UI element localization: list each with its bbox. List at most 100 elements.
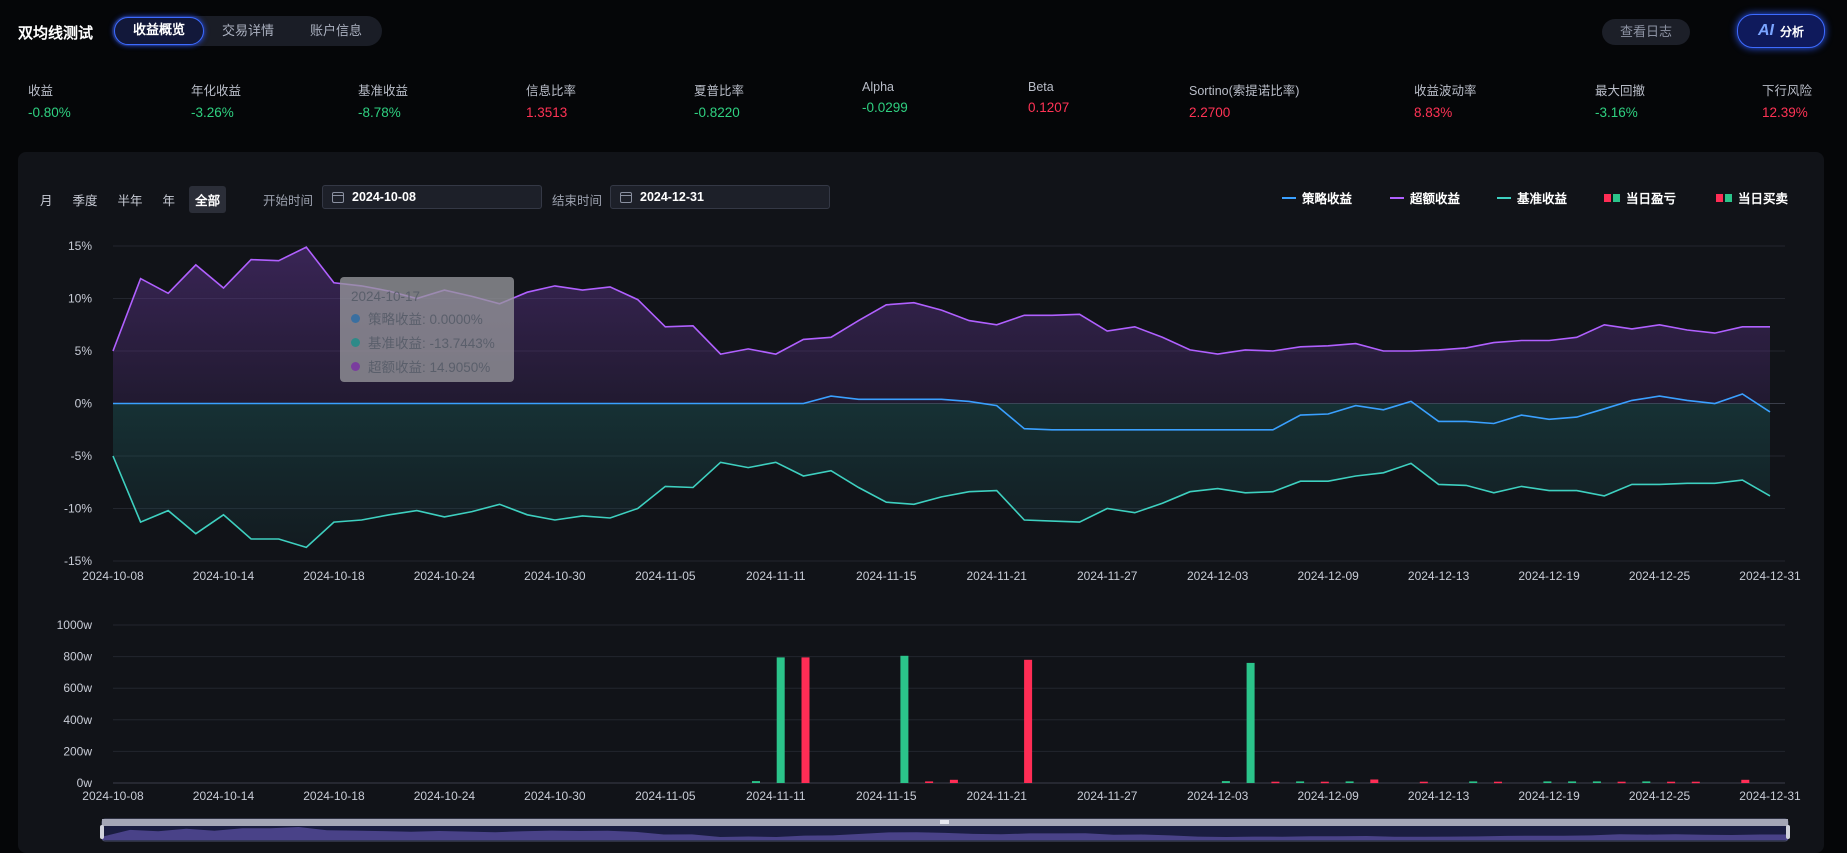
bar-chart-x-ticks: 2024-10-08 2024-10-14 2024-10-18 2024-10-24…: [82, 789, 1801, 803]
start-date-input[interactable]: 2024-10-08: [322, 185, 542, 209]
legend-excess-return[interactable]: 超额收益: [1390, 188, 1460, 207]
metric-value: -0.80%: [28, 105, 71, 120]
metric-value: 12.39%: [1762, 105, 1808, 120]
bar: [1667, 781, 1676, 784]
x-tick-label: 2024-12-13: [1408, 789, 1470, 803]
calendar-icon: [332, 191, 344, 203]
metric-benchmark-return: 基准收益 -8.78%: [358, 80, 408, 120]
x-tick-label: 2024-10-08: [82, 569, 144, 583]
zoom-slider[interactable]: [100, 818, 1790, 842]
metric-label: 夏普比率: [694, 84, 745, 98]
y-tick-label: 0%: [75, 397, 93, 411]
x-tick-label: 2024-12-13: [1408, 569, 1470, 583]
metric-sortino-ratio: Sortino(索提诺比率) 2.2700: [1189, 80, 1299, 120]
bar-chart-grid: [113, 624, 1785, 784]
period-year[interactable]: 年: [162, 194, 176, 208]
metric-beta: Beta 0.1207: [1028, 80, 1069, 115]
period-month[interactable]: 月: [40, 194, 53, 208]
metric-return: 收益 -0.80%: [28, 80, 71, 120]
bar: [1320, 781, 1329, 784]
metric-value: 8.83%: [1414, 105, 1453, 120]
x-tick-label: 2024-11-15: [856, 569, 917, 583]
top-bar: 双均线测试 收益概览 交易详情 账户信息 查看日志 AI 分析: [0, 0, 1847, 60]
tooltip-row: 基准收益: -13.7443%: [351, 332, 514, 352]
x-tick-label: 2024-11-11: [746, 789, 806, 803]
metric-downside-risk: 下行风险 12.39%: [1762, 80, 1812, 120]
metric-value: 2.2700: [1189, 105, 1231, 120]
app-title: 双均线测试: [18, 25, 94, 42]
bar: [900, 655, 909, 783]
zoom-slider-right-handle[interactable]: [1786, 825, 1790, 839]
legend-daily-pnl[interactable]: 当日盈亏: [1604, 188, 1676, 207]
metric-value: 0.1207: [1028, 100, 1070, 115]
bar: [1296, 781, 1305, 783]
metric-value: -0.0299: [862, 100, 908, 115]
x-tick-label: 2024-12-03: [1187, 789, 1249, 803]
period-all[interactable]: 全部: [189, 186, 227, 213]
zoom-slider-left-handle[interactable]: [100, 825, 104, 839]
tooltip-text: 策略收益: 0.0000%: [368, 312, 483, 327]
legend-square-red: [1716, 193, 1723, 202]
x-tick-label: 2024-10-24: [414, 569, 476, 583]
bar: [1246, 662, 1255, 783]
metric-volatility: 收益波动率 8.83%: [1414, 80, 1477, 120]
x-tick-label: 2024-10-30: [524, 569, 586, 583]
legend-label: 当日买卖: [1738, 192, 1789, 206]
tooltip-row: 策略收益: 0.0000%: [351, 308, 514, 328]
start-date-label: 开始时间: [263, 194, 314, 208]
series-area: [113, 403, 1770, 548]
x-tick-label: 2024-10-18: [303, 789, 365, 803]
y-tick-label: 10%: [68, 292, 92, 306]
metric-label: 最大回撤: [1595, 84, 1646, 98]
view-log-button[interactable]: 查看日志: [1602, 19, 1690, 45]
legend-daily-trades[interactable]: 当日买卖: [1716, 188, 1788, 207]
ai-analysis-button[interactable]: AI 分析: [1737, 14, 1825, 48]
x-tick-label: 2024-12-19: [1518, 789, 1580, 803]
bar: [752, 781, 760, 783]
metric-max-drawdown: 最大回撤 -3.16%: [1595, 80, 1645, 120]
x-tick-label: 2024-12-25: [1629, 789, 1691, 803]
bar: [1494, 781, 1502, 784]
x-tick-label: 2024-11-21: [966, 789, 1027, 803]
legend-line-swatch: [1282, 196, 1296, 199]
tab-overview[interactable]: 收益概览: [114, 17, 205, 45]
period-half-year[interactable]: 半年: [117, 194, 143, 208]
bar: [1617, 781, 1626, 784]
bar: [1741, 779, 1750, 783]
x-tick-label: 2024-12-19: [1518, 569, 1580, 583]
bar: [1024, 659, 1033, 783]
metric-label: 信息比率: [526, 84, 577, 98]
y-tick-label: 15%: [68, 239, 92, 253]
x-tick-label: 2024-11-21: [966, 569, 1027, 583]
y-tick-label: 600w: [63, 681, 92, 695]
bar: [801, 657, 810, 783]
zoom-slider-grip-icon[interactable]: [940, 820, 949, 824]
bar: [1691, 781, 1700, 784]
legend-square-green: [1725, 193, 1732, 202]
end-date-input[interactable]: 2024-12-31: [610, 185, 830, 209]
y-tick-label: 200w: [63, 744, 92, 758]
y-tick-label: 1000w: [57, 618, 93, 632]
tab-account-info[interactable]: 账户信息: [310, 23, 363, 38]
x-tick-label: 2024-11-15: [856, 789, 917, 803]
tab-trade-details[interactable]: 交易详情: [222, 23, 275, 38]
legend-benchmark-return[interactable]: 基准收益: [1497, 188, 1567, 207]
metric-value: -8.78%: [358, 105, 401, 120]
bar: [1345, 781, 1354, 783]
period-quarter[interactable]: 季度: [72, 194, 98, 208]
bar: [1592, 781, 1601, 783]
x-tick-label: 2024-10-24: [414, 789, 476, 803]
metric-value: -3.16%: [1595, 105, 1638, 120]
x-tick-label: 2024-12-31: [1739, 569, 1801, 583]
legend-strategy-return[interactable]: 策略收益: [1282, 188, 1352, 207]
x-tick-label: 2024-12-03: [1187, 569, 1249, 583]
bar: [1568, 781, 1577, 783]
line-chart-x-ticks: 2024-10-08 2024-10-14 2024-10-18 2024-10-24…: [82, 569, 1801, 583]
x-tick-label: 2024-10-30: [524, 789, 586, 803]
zoom-slider-preview: [102, 827, 1788, 840]
ai-analysis-label: 分析: [1779, 24, 1804, 39]
tooltip-dot: [351, 361, 360, 371]
legend-label: 超额收益: [1410, 192, 1461, 206]
bar: [1419, 781, 1428, 784]
